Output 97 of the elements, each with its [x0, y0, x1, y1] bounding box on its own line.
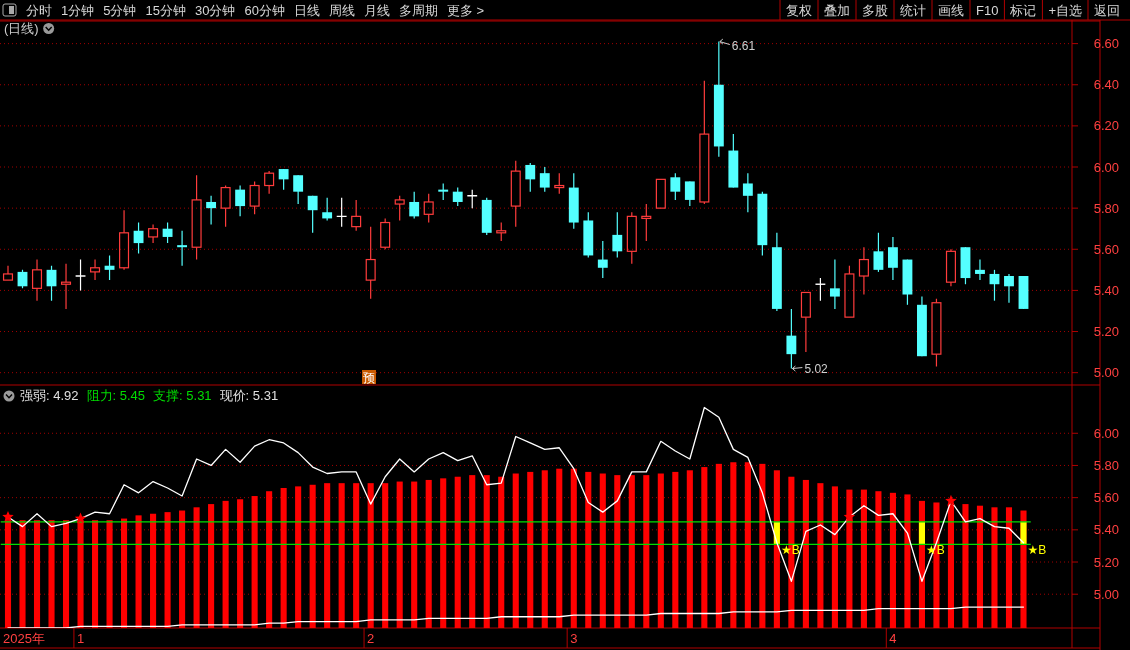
y-tick-label: 5.60: [1093, 490, 1119, 506]
candlestick: [699, 80, 710, 205]
candlestick: [394, 195, 405, 222]
y-tick-label: 5.40: [1093, 282, 1119, 298]
candlestick: [31, 258, 43, 302]
candlestick: [264, 170, 275, 195]
candlestick: [975, 258, 985, 281]
annotation: 强弱: 4.92: [20, 388, 79, 403]
text: 标记: [1009, 3, 1037, 18]
candlestick: [525, 162, 536, 193]
candlestick: [162, 221, 173, 244]
annotation: 5.02: [804, 361, 829, 376]
candlestick: [74, 258, 87, 291]
candlestick: [61, 263, 72, 310]
y-tick-label: 6.60: [1093, 36, 1119, 52]
text: 60分钟: [244, 3, 285, 18]
candlestick: [612, 211, 623, 259]
candlestick: [888, 236, 898, 281]
candlestick: [554, 172, 565, 195]
candlestick: [945, 248, 956, 287]
candlestick: [148, 223, 159, 244]
text: F10: [976, 3, 999, 18]
y-tick-label: 5.20: [1093, 554, 1119, 570]
text: 分时: [26, 3, 52, 18]
x-tick-label: 1: [76, 631, 85, 646]
candlestick: [829, 258, 840, 310]
x-tick-label: 4: [889, 631, 897, 646]
line-series: [7, 606, 1025, 628]
text: 日线: [293, 3, 320, 18]
text: 多周期: [398, 3, 438, 18]
text: 30分钟: [194, 3, 236, 18]
candlestick: [684, 180, 695, 207]
candlestick: [597, 240, 608, 279]
candlestick: [641, 203, 652, 242]
candlestick: [873, 232, 884, 273]
y-tick-label: 5.40: [1093, 522, 1119, 538]
annotation: 现价: 5.31: [219, 388, 279, 403]
text: +自选: [1048, 3, 1082, 18]
y-tick-label: 5.00: [1093, 586, 1119, 602]
candlestick: [742, 172, 753, 213]
candlestick: [235, 184, 246, 217]
candlestick: [2, 265, 14, 281]
y-tick-label: 6.40: [1093, 77, 1119, 93]
candlestick: [293, 174, 304, 205]
point: [2, 510, 14, 522]
x-tick-label: 3: [570, 631, 578, 646]
y-tick-label: 5.80: [1093, 457, 1119, 473]
candlestick: [1004, 273, 1014, 304]
candlestick: [670, 172, 681, 201]
candlestick: [786, 308, 797, 370]
text: 复权: [786, 3, 812, 18]
y-tick-label: 5.00: [1093, 365, 1119, 381]
candlestick: [466, 189, 478, 209]
x-tick-label: 2: [367, 631, 375, 646]
text: 画线: [938, 3, 964, 18]
text: 周线: [328, 3, 355, 18]
point: [74, 512, 87, 524]
chart-title: (日线): [4, 21, 39, 36]
candlestick: [90, 258, 101, 281]
candlestick: [307, 195, 318, 234]
candlestick: [409, 191, 420, 220]
text: 叠加: [824, 3, 850, 18]
candlestick: [351, 199, 362, 232]
ref-line-label: 支撑: 5.31: [153, 388, 212, 403]
y-tick-label: 6.00: [1093, 159, 1119, 175]
text: 更多 >: [446, 3, 485, 18]
candlestick: [539, 166, 550, 193]
candlestick: [177, 230, 188, 267]
text: 返回: [1094, 3, 1120, 18]
y-tick-label: 6.00: [1093, 425, 1119, 441]
candlestick: [322, 197, 333, 222]
text: 15分钟: [145, 3, 186, 18]
data-label: ★B: [1027, 543, 1047, 558]
text: 1分钟: [61, 3, 95, 18]
y-tick-label: 5.60: [1093, 241, 1119, 257]
text: 5分钟: [103, 3, 137, 18]
candlestick: [119, 209, 130, 271]
candlestick: [858, 246, 869, 296]
text: 2025年: [3, 631, 45, 646]
candlestick: [278, 168, 289, 191]
y-tick-label: 5.80: [1093, 200, 1119, 216]
candlestick: [191, 174, 202, 261]
y-tick-label: 6.20: [1093, 118, 1119, 134]
candlestick: [452, 186, 463, 207]
annotation: 6.61: [731, 38, 756, 53]
candlestick: [220, 184, 231, 228]
y-tick-label: 5.20: [1093, 324, 1119, 340]
text: 统计: [900, 3, 926, 18]
ref-line-label: 阻力: 5.45: [86, 388, 146, 403]
point: [945, 494, 957, 506]
candlestick: [510, 160, 521, 228]
candlestick: [206, 195, 217, 226]
text: 月线: [363, 3, 390, 18]
candlestick: [365, 226, 376, 300]
text: 多股: [862, 3, 888, 18]
annotation: 预: [363, 370, 375, 385]
candlestick: [800, 291, 811, 353]
